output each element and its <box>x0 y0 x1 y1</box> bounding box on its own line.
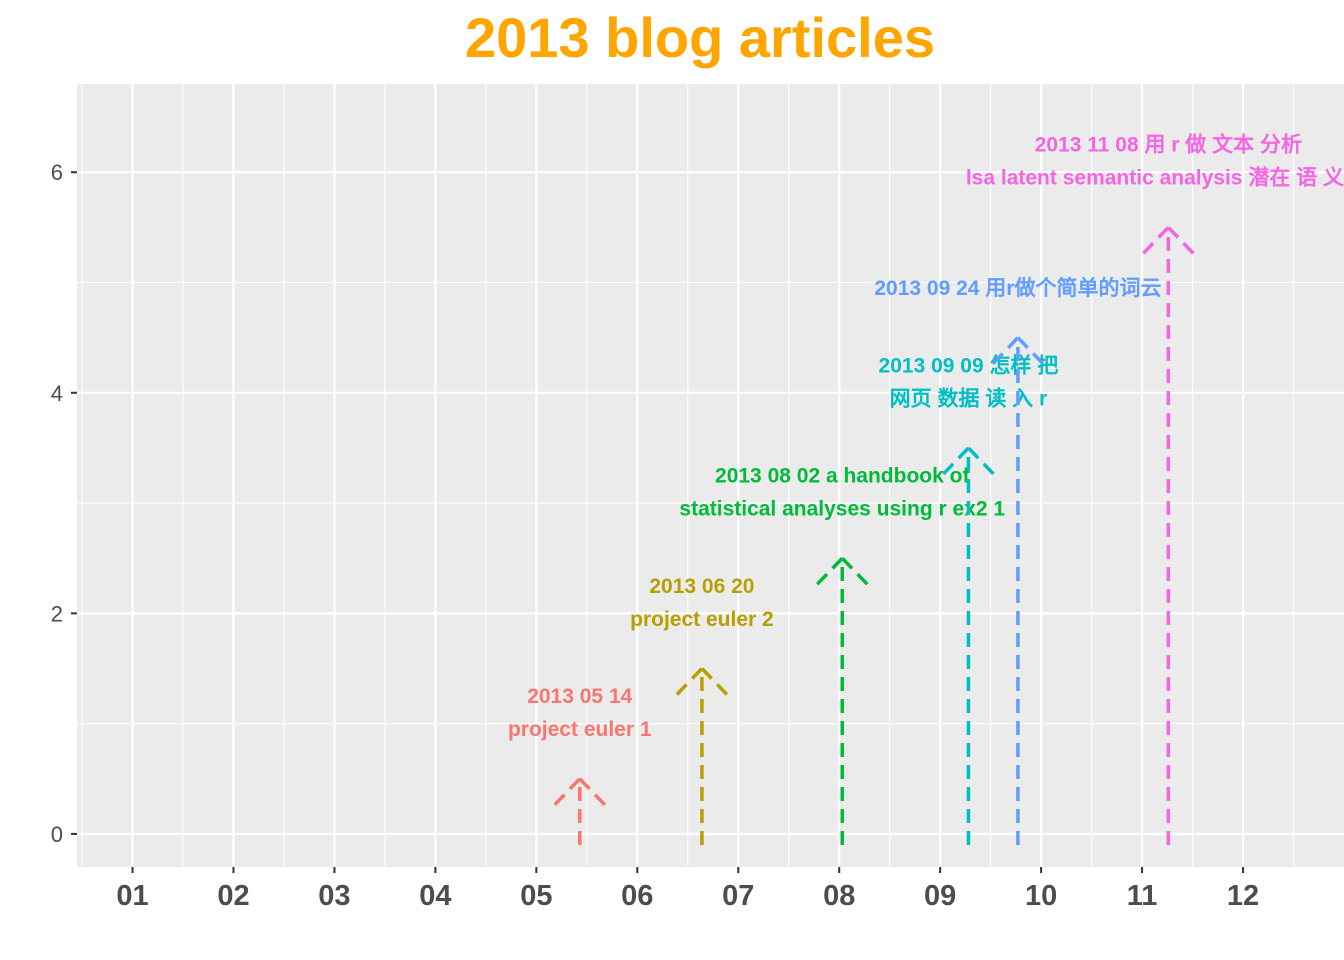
y-tick-label: 2 <box>51 601 63 626</box>
arrow-head-left <box>942 446 970 476</box>
article-series: 2013 05 14 project euler 1 <box>508 685 652 845</box>
article-label: lsa latent semantic analysis 潜在 语 义 分 <box>966 166 1344 190</box>
article-label: statistical analyses using r ex2 1 <box>679 498 1005 521</box>
x-tick-label: 02 <box>217 880 249 912</box>
arrow-head-right <box>967 446 995 476</box>
article-series: 2013 11 08 用 r 做 文本 分析 lsa latent semanti… <box>966 133 1344 845</box>
x-tick-label: 07 <box>722 880 754 912</box>
x-tick-label: 08 <box>823 880 855 912</box>
arrow-head-left <box>991 336 1020 365</box>
y-tick-label: 6 <box>51 160 63 185</box>
arrow-head-right <box>578 777 607 806</box>
article-label: project euler 1 <box>508 718 652 741</box>
article-label: 2013 08 02 a handbook of <box>715 465 970 488</box>
x-tick-label: 10 <box>1025 880 1057 912</box>
arrow-head-right <box>1016 336 1045 365</box>
panel-background <box>77 84 1344 867</box>
x-tick-label: 11 <box>1127 880 1158 912</box>
y-tick-label: 4 <box>51 381 63 406</box>
arrow-head-left <box>1142 226 1170 255</box>
x-tick-label: 01 <box>116 880 148 912</box>
y-tick-label: 0 <box>51 822 63 847</box>
arrow-head-left <box>815 556 844 586</box>
x-tick-label: 04 <box>419 880 451 912</box>
article-label: 2013 11 08 用 r 做 文本 分析 <box>1035 133 1302 157</box>
article-series: 2013 09 09 怎样 把网页 数据 读 入 r <box>879 353 1059 845</box>
arrow-head-right <box>840 556 869 586</box>
article-series: 2013 09 24 用r做个简单的词云 <box>874 276 1161 845</box>
article-label: project euler 2 <box>630 608 774 631</box>
arrow-head-left <box>675 667 704 696</box>
arrow-head-left <box>553 777 582 806</box>
article-label: 网页 数据 读 入 r <box>890 387 1048 410</box>
article-series: 2013 06 20 project euler 2 <box>630 575 774 845</box>
article-label: 2013 09 24 用r做个简单的词云 <box>874 276 1161 300</box>
arrow-head-right <box>1167 226 1195 255</box>
x-tick-label: 03 <box>318 880 350 912</box>
article-series: 2013 08 02 a handbook of statistical anal… <box>679 465 1005 845</box>
x-tick-label: 05 <box>520 880 552 912</box>
x-tick-label: 09 <box>924 880 956 912</box>
article-label: 2013 06 20 <box>649 575 754 598</box>
article-label: 2013 05 14 <box>527 685 632 708</box>
article-label: 2013 09 09 怎样 把 <box>879 353 1059 377</box>
x-tick-label: 12 <box>1227 880 1259 912</box>
chart-title: 2013 blog articles <box>464 6 935 69</box>
arrow-head-right <box>700 667 729 696</box>
x-tick-label: 06 <box>621 880 653 912</box>
